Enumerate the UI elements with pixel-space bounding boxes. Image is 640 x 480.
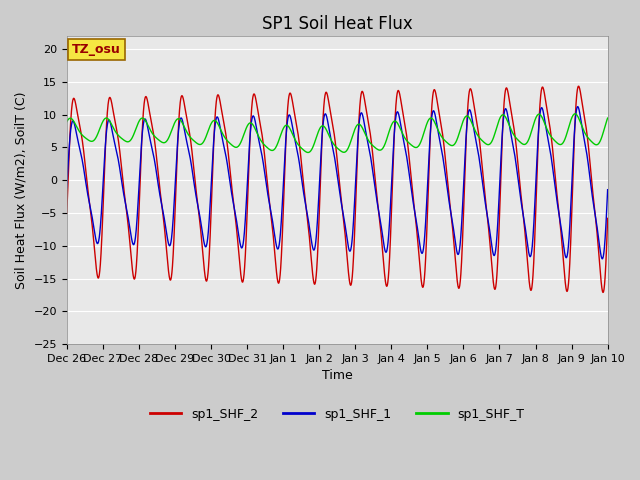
sp1_SHF_T <box>157 139 164 144</box>
sp1_SHF_1 <box>574 104 582 109</box>
sp1_SHF_T <box>63 119 70 124</box>
sp1_SHF_1 <box>63 185 70 191</box>
sp1_SHF_T <box>125 139 132 144</box>
sp1_SHF_T <box>270 147 278 153</box>
sp1_SHF_2 <box>593 231 601 237</box>
sp1_SHF_2 <box>535 125 543 131</box>
sp1_SHF_1 <box>270 229 278 235</box>
sp1_SHF_2 <box>599 289 607 295</box>
sp1_SHF_T <box>535 111 543 117</box>
Title: SP1 Soil Heat Flux: SP1 Soil Heat Flux <box>262 15 413 33</box>
sp1_SHF_T <box>571 111 579 117</box>
X-axis label: Time: Time <box>322 370 353 383</box>
Y-axis label: Soil Heat Flux (W/m2), SoilT (C): Soil Heat Flux (W/m2), SoilT (C) <box>15 91 28 289</box>
Line: sp1_SHF_T: sp1_SHF_T <box>67 114 607 153</box>
sp1_SHF_T <box>604 115 611 121</box>
Legend: sp1_SHF_2, sp1_SHF_1, sp1_SHF_T: sp1_SHF_2, sp1_SHF_1, sp1_SHF_T <box>145 403 530 426</box>
sp1_SHF_2 <box>63 210 70 216</box>
sp1_SHF_1 <box>604 187 611 192</box>
sp1_SHF_T <box>304 150 312 156</box>
sp1_SHF_2 <box>125 225 132 231</box>
Line: sp1_SHF_2: sp1_SHF_2 <box>67 86 607 292</box>
sp1_SHF_1 <box>157 196 164 202</box>
Text: TZ_osu: TZ_osu <box>72 43 121 56</box>
sp1_SHF_1 <box>294 150 301 156</box>
sp1_SHF_T <box>593 142 601 147</box>
Line: sp1_SHF_1: sp1_SHF_1 <box>67 107 607 259</box>
sp1_SHF_2 <box>604 216 611 221</box>
sp1_SHF_1 <box>535 124 543 130</box>
sp1_SHF_2 <box>157 192 164 198</box>
sp1_SHF_1 <box>598 256 606 262</box>
sp1_SHF_1 <box>593 225 601 230</box>
sp1_SHF_1 <box>125 216 132 222</box>
sp1_SHF_2 <box>575 84 582 89</box>
sp1_SHF_2 <box>294 128 301 134</box>
sp1_SHF_T <box>294 141 301 147</box>
sp1_SHF_2 <box>270 243 278 249</box>
